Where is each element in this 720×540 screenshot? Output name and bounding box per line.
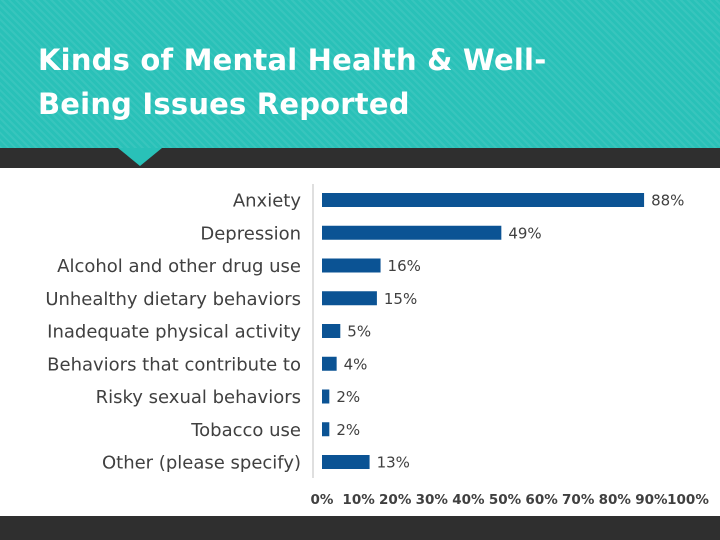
x-tick-label: 70% — [562, 492, 595, 508]
bar — [322, 193, 645, 207]
bar — [322, 455, 370, 469]
category-label: Other (please specify) — [102, 453, 301, 474]
x-tick-label: 20% — [379, 492, 412, 508]
title-divider-band — [0, 148, 720, 168]
footer-band — [0, 516, 720, 540]
data-label: 49% — [508, 224, 541, 242]
bar — [322, 422, 330, 437]
data-label: 13% — [377, 454, 410, 472]
category-label: Tobacco use — [190, 420, 301, 441]
data-label: 15% — [384, 290, 417, 308]
category-label: Unhealthy dietary behaviors — [45, 289, 301, 310]
data-label: 5% — [347, 323, 371, 341]
data-label: 2% — [336, 421, 360, 439]
slide-title: Kinds of Mental Health & Well-Being Issu… — [38, 43, 547, 121]
data-label: 4% — [344, 355, 368, 373]
category-label: Inadequate physical activity — [47, 322, 301, 343]
category-label: Behaviors that contribute to — [47, 354, 301, 375]
bar — [322, 356, 337, 371]
data-labels: 88% 49% 16% 15% 5% 4% 2% 2% 13% — [336, 192, 684, 472]
bars — [322, 193, 645, 469]
title-pointer-notch — [118, 148, 162, 166]
category-label: Depression — [200, 223, 301, 244]
data-label: 88% — [651, 192, 684, 210]
x-tick-label: 100% — [667, 492, 709, 508]
x-tick-label: 40% — [452, 492, 485, 508]
data-label: 16% — [388, 257, 421, 275]
x-tick-labels: 0% 10% 20% 30% 40% 50% 60% 70% 80% 90% 100% — [311, 492, 710, 508]
category-label: Alcohol and other drug use — [57, 256, 301, 277]
title-band: Kinds of Mental Health & Well-Being Issu… — [0, 0, 720, 148]
x-tick-label: 80% — [599, 492, 632, 508]
x-tick-label: 10% — [342, 492, 375, 508]
bar — [322, 291, 377, 306]
bar — [322, 258, 381, 273]
category-label: Anxiety — [233, 191, 302, 212]
x-tick-label: 30% — [416, 492, 449, 508]
category-label: Risky sexual behaviors — [96, 387, 301, 408]
data-label: 2% — [336, 388, 360, 406]
x-tick-label: 90% — [635, 492, 668, 508]
category-labels: Anxiety Depression Alcohol and other drug … — [45, 191, 301, 474]
x-tick-label: 60% — [525, 492, 558, 508]
bar — [322, 389, 330, 404]
bar — [322, 324, 341, 338]
bar — [322, 225, 502, 240]
x-tick-label: 50% — [489, 492, 522, 508]
x-tick-label: 0% — [311, 492, 334, 508]
